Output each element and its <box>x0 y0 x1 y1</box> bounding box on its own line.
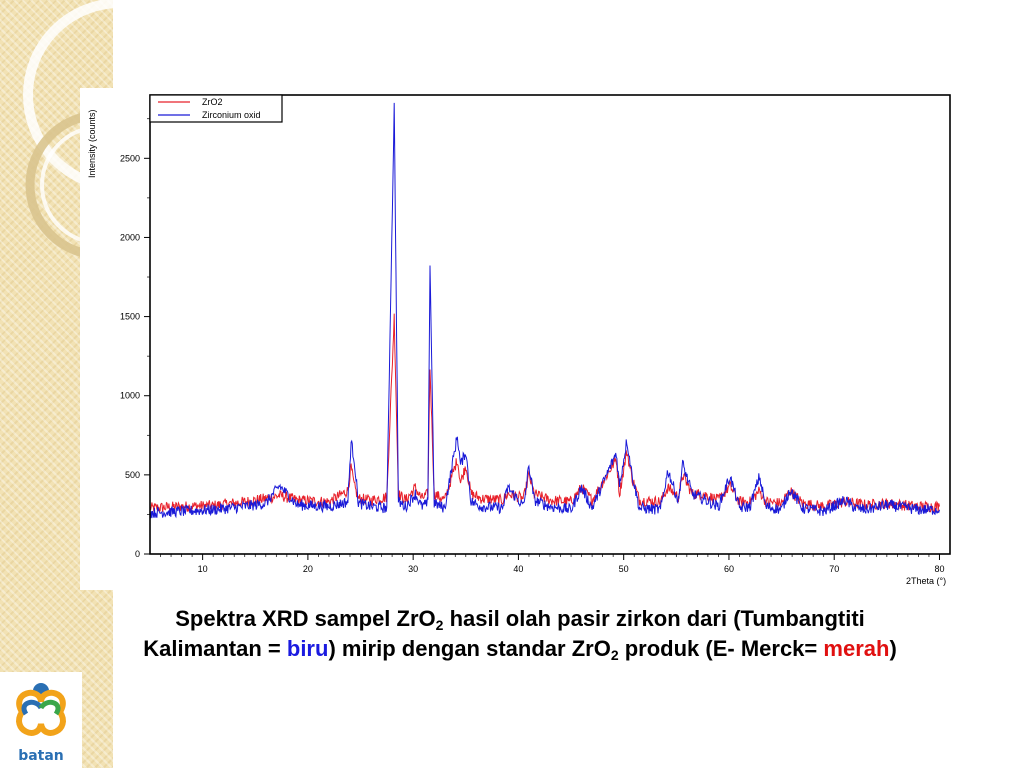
y-tick-label: 1500 <box>120 312 140 322</box>
x-tick-label: 60 <box>724 564 734 574</box>
x-tick-label: 30 <box>408 564 418 574</box>
x-tick-label: 50 <box>619 564 629 574</box>
y-tick-label: 500 <box>125 470 140 480</box>
slide-caption: Spektra XRD sampel ZrO2 hasil olah pasir… <box>60 604 980 664</box>
series-layer <box>149 102 940 519</box>
plot-frame <box>149 94 951 555</box>
legend-label-zirconium-oxid: Zirconium oxid <box>202 110 261 120</box>
x-tick-label: 80 <box>934 564 944 574</box>
x-tick-label: 20 <box>303 564 313 574</box>
batan-logo: batan <box>0 672 82 768</box>
legend-box <box>149 94 283 123</box>
xrd-chart: 10 20 30 40 50 60 70 80 0 500 1000 1500 2000 2500 Int… <box>87 94 951 586</box>
series-line-zirconium-oxid <box>149 102 940 519</box>
series-line-zro2 <box>149 313 940 513</box>
y-tick-label: 0 <box>135 549 140 559</box>
xrd-chart-panel: 10 20 30 40 50 60 70 80 0 500 1000 1500 2000 2500 Int… <box>80 88 960 590</box>
y-axis-label: Intensity (counts) <box>87 109 97 178</box>
x-tick-label: 70 <box>829 564 839 574</box>
y-tick-label: 1000 <box>120 391 140 401</box>
logo-text: batan <box>18 748 64 764</box>
legend-label-zro2: ZrO2 <box>202 97 223 107</box>
caption-blue-word: biru <box>286 636 329 661</box>
x-tick-label: 40 <box>513 564 523 574</box>
x-axis-label: 2Theta (°) <box>906 576 946 586</box>
caption-line-2: Kalimantan = biru) mirip dengan standar … <box>143 636 897 663</box>
x-tick-label: 10 <box>198 564 208 574</box>
y-tick-label: 2500 <box>120 153 140 163</box>
y-tick-label: 2000 <box>120 232 140 242</box>
axes: 10 20 30 40 50 60 70 80 0 500 1000 1500 2000 2500 <box>120 118 944 574</box>
caption-line-1: Spektra XRD sampel ZrO2 hasil olah pasir… <box>175 606 865 633</box>
legend: ZrO2 Zirconium oxid <box>149 94 283 123</box>
caption-red-word: merah <box>823 636 890 661</box>
batan-logo-icon <box>16 683 66 736</box>
